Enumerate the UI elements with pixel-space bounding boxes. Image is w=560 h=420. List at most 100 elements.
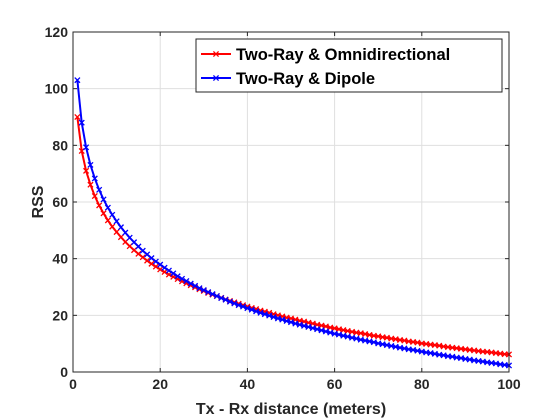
data-point — [370, 339, 377, 346]
marker-stroke — [126, 234, 133, 241]
data-point — [274, 315, 281, 322]
data-point — [139, 254, 146, 261]
marker-stroke — [314, 321, 321, 328]
marker-stroke — [205, 289, 212, 296]
data-point — [344, 333, 351, 340]
marker-stroke — [383, 334, 390, 341]
data-point — [427, 349, 434, 357]
data-point — [100, 210, 107, 217]
legend-marker — [212, 50, 220, 58]
data-point — [83, 167, 90, 174]
data-point — [305, 323, 312, 331]
y-tick-label: 120 — [45, 24, 69, 40]
x-tick-label: 20 — [152, 376, 168, 392]
marker-stroke — [196, 285, 203, 292]
marker-stroke — [392, 336, 399, 343]
data-point — [178, 275, 186, 282]
y-tick-label: 0 — [60, 364, 68, 380]
marker-stroke — [466, 356, 473, 363]
data-point — [218, 294, 225, 302]
marker-stroke — [335, 326, 343, 333]
data-point — [109, 211, 116, 218]
marker-stroke — [375, 333, 382, 340]
marker-stroke — [192, 284, 199, 291]
marker-stroke — [344, 333, 351, 340]
marker-stroke — [144, 257, 151, 264]
marker-stroke — [383, 342, 390, 349]
x-tick-label: 0 — [69, 376, 77, 392]
data-point — [152, 258, 159, 265]
marker-stroke — [165, 267, 172, 274]
marker-stroke — [366, 338, 373, 345]
data-point — [87, 181, 94, 188]
data-point — [322, 328, 329, 335]
data-point — [309, 325, 316, 332]
marker-stroke — [117, 224, 125, 231]
marker-stroke — [183, 277, 190, 285]
marker-stroke — [375, 340, 382, 347]
marker-stroke — [212, 74, 220, 82]
marker-stroke — [148, 260, 155, 267]
data-point — [449, 353, 456, 360]
data-point — [117, 224, 125, 231]
marker-stroke — [279, 316, 286, 323]
marker-stroke — [122, 229, 129, 236]
data-point — [410, 346, 417, 353]
marker-stroke — [187, 280, 194, 287]
marker-stroke — [388, 342, 395, 349]
marker-stroke — [74, 77, 81, 84]
marker-stroke — [257, 309, 264, 316]
data-point — [117, 234, 125, 241]
marker-stroke — [270, 313, 277, 321]
x-tick-label: 40 — [240, 376, 256, 392]
legend-marker — [212, 74, 220, 82]
data-point — [222, 296, 229, 303]
data-point — [466, 356, 473, 363]
marker-stroke — [226, 298, 234, 305]
marker-stroke — [449, 353, 456, 360]
data-point — [301, 322, 308, 329]
marker-stroke — [348, 334, 356, 341]
marker-stroke — [161, 264, 168, 271]
data-point — [104, 204, 111, 211]
series-omnidirectional — [74, 113, 513, 358]
data-point — [362, 330, 369, 338]
marker-stroke — [212, 50, 220, 58]
marker-stroke — [87, 181, 94, 188]
data-point — [292, 320, 299, 327]
data-point — [213, 293, 220, 300]
data-point — [479, 358, 486, 365]
data-point — [174, 273, 181, 280]
series-layer — [74, 77, 513, 369]
marker-stroke — [100, 196, 107, 203]
marker-stroke — [248, 306, 255, 313]
y-tick-label: 40 — [52, 251, 68, 267]
data-point — [353, 335, 360, 342]
data-point — [231, 300, 238, 307]
legend-label: Two-Ray & Omnidirectional — [236, 46, 450, 64]
data-point — [109, 223, 116, 230]
data-point — [418, 348, 425, 355]
marker-stroke — [261, 311, 268, 318]
y-axis-label: RSS — [30, 185, 47, 218]
marker-stroke — [117, 234, 125, 241]
data-point — [248, 306, 255, 313]
marker-stroke — [340, 327, 347, 334]
marker-stroke — [253, 308, 260, 315]
data-point — [436, 342, 443, 349]
marker-stroke — [305, 323, 312, 331]
marker-stroke — [274, 315, 281, 322]
marker-stroke — [200, 287, 207, 294]
marker-stroke — [357, 330, 364, 337]
marker-stroke — [74, 113, 81, 121]
data-point — [327, 329, 334, 336]
data-point — [401, 337, 408, 344]
marker-stroke — [410, 346, 417, 353]
series-dipole — [74, 77, 513, 369]
data-point — [309, 320, 316, 327]
data-point — [348, 334, 356, 341]
data-point — [414, 339, 421, 346]
data-point — [83, 144, 90, 151]
x-axis-label: Tx - Rx distance (meters) — [196, 401, 386, 418]
